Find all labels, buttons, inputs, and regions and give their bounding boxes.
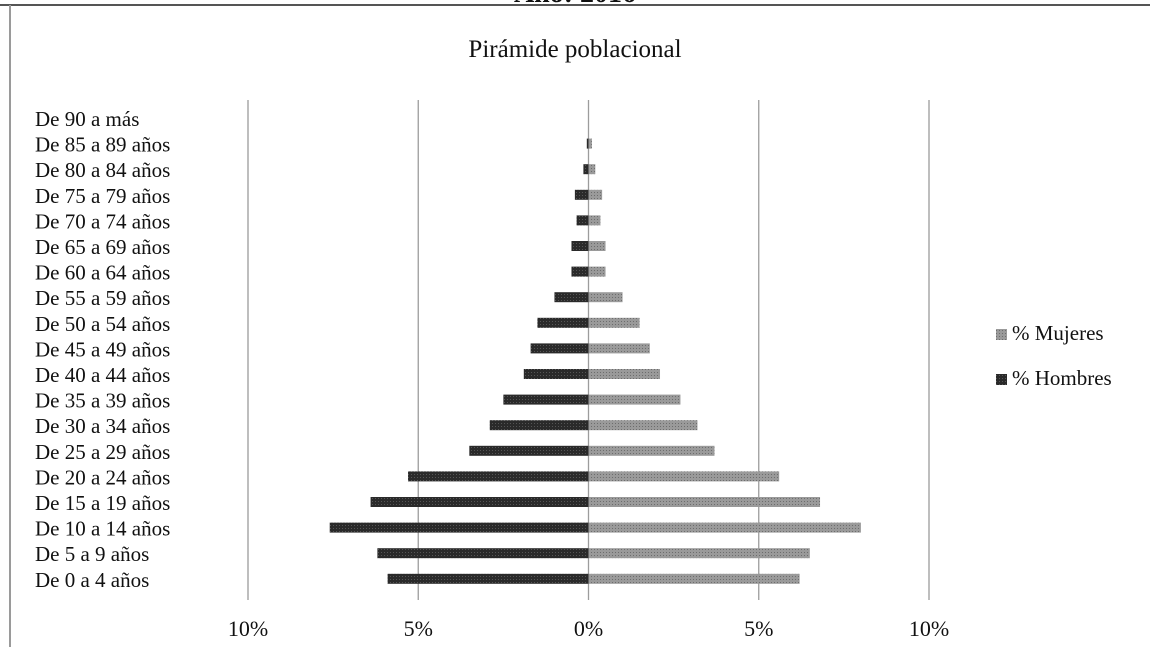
top-border: [0, 4, 1150, 6]
legend-swatch: [996, 374, 1007, 385]
bar-hombres: [571, 266, 589, 277]
bar-mujeres: [588, 369, 661, 379]
bar-mujeres: [588, 266, 606, 277]
bar-hombres: [571, 241, 589, 251]
bar-mujeres: [588, 445, 715, 456]
legend-label: % Hombres: [1012, 366, 1112, 390]
left-border: [9, 5, 11, 647]
bar-hombres: [537, 317, 589, 328]
bar-hombres: [586, 138, 589, 149]
bar-mujeres: [588, 317, 640, 328]
category-label: De 30 a 34 años: [35, 414, 170, 438]
category-label: De 80 a 84 años: [35, 158, 170, 182]
bar-mujeres: [588, 189, 603, 200]
x-tick-label: 5%: [744, 616, 773, 641]
bar-hombres: [576, 215, 589, 226]
legend-swatch: [996, 329, 1007, 340]
category-label: De 20 a 24 años: [35, 465, 170, 489]
bar-hombres: [523, 369, 589, 379]
bar-mujeres: [588, 343, 650, 354]
bar-hombres: [329, 522, 589, 533]
category-label: De 85 a 89 años: [35, 133, 170, 157]
bar-hombres: [583, 164, 589, 175]
category-label: De 35 a 39 años: [35, 389, 170, 413]
bar-mujeres: [588, 573, 800, 584]
category-label: De 25 a 29 años: [35, 440, 170, 464]
category-label: De 65 a 69 años: [35, 235, 170, 259]
chart-title: Pirámide poblacional: [468, 36, 682, 63]
bar-mujeres: [588, 420, 698, 431]
bar-mujeres: [588, 215, 601, 226]
x-tick-label: 10%: [909, 616, 949, 641]
bar-hombres: [469, 445, 589, 456]
bar-hombres: [503, 394, 589, 405]
category-label: De 0 a 4 años: [35, 568, 149, 592]
legend-label: % Mujeres: [1012, 321, 1104, 345]
bar-hombres: [489, 420, 589, 431]
category-label: De 75 a 79 años: [35, 184, 170, 208]
bar-hombres: [574, 189, 589, 200]
bar-mujeres: [588, 292, 623, 303]
bar-mujeres: [588, 138, 592, 149]
bar-mujeres: [588, 548, 810, 559]
bar-mujeres: [588, 471, 780, 482]
x-tick-label: 0%: [574, 616, 603, 641]
category-label: De 10 a 14 años: [35, 517, 170, 541]
bar-hombres: [554, 292, 589, 303]
category-label: De 5 a 9 años: [35, 542, 149, 566]
x-tick-label: 10%: [228, 616, 268, 641]
bar-hombres: [530, 343, 589, 354]
category-label: De 60 a 64 años: [35, 261, 170, 285]
bar-hombres: [377, 548, 589, 559]
bar-mujeres: [588, 522, 861, 533]
category-label: De 40 a 44 años: [35, 363, 170, 387]
bar-mujeres: [588, 241, 606, 251]
bar-hombres: [387, 573, 589, 584]
bar-mujeres: [588, 394, 681, 405]
page-title: Año: 2016: [0, 0, 1150, 10]
bar-mujeres: [588, 164, 596, 175]
category-label: De 55 a 59 años: [35, 286, 170, 310]
bar-mujeres: [588, 497, 821, 507]
category-label: De 15 a 19 años: [35, 491, 170, 515]
bar-hombres: [408, 471, 589, 482]
category-label: De 70 a 74 años: [35, 209, 170, 233]
category-label: De 45 a 49 años: [35, 337, 170, 361]
x-tick-label: 5%: [404, 616, 433, 641]
bar-hombres: [370, 497, 589, 507]
category-label: De 90 a más: [35, 107, 139, 131]
category-label: De 50 a 54 años: [35, 312, 170, 336]
